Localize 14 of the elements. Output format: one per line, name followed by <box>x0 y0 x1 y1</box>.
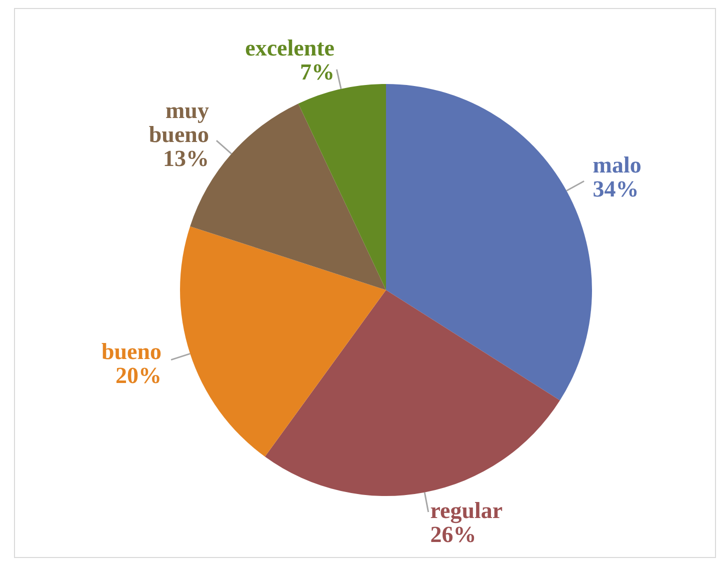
data-label: 20% <box>116 362 162 388</box>
data-label: 26% <box>430 522 476 547</box>
pie-slice <box>386 84 592 400</box>
data-label: 13% <box>162 146 209 171</box>
slice-label: excelente <box>245 36 335 61</box>
pie-slice <box>298 84 386 290</box>
data-label: 34% <box>592 176 639 202</box>
slice-label: muy bueno <box>148 98 210 147</box>
pie-slice <box>180 226 386 457</box>
slice-label: bueno <box>101 338 162 364</box>
slice-label: regular <box>430 498 503 524</box>
pie-slice <box>264 290 560 496</box>
slice-label: malo <box>592 152 642 178</box>
data-label: 7% <box>300 60 335 85</box>
